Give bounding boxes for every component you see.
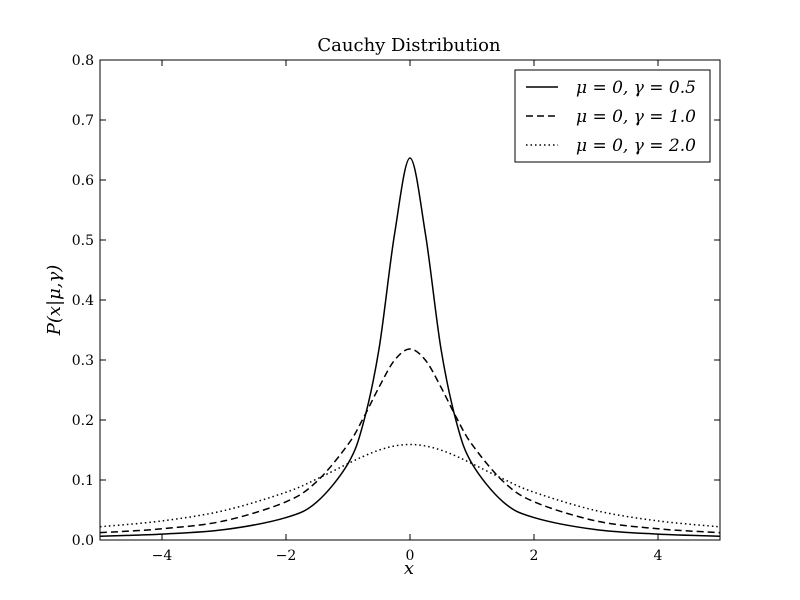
- series-line-dotted: [99, 443, 721, 528]
- y-tick-label: 0.6: [72, 173, 94, 189]
- x-tick-label: −2: [276, 548, 297, 564]
- plot-frame: [99, 59, 721, 541]
- legend-label-gamma-1-0: μ = 0, γ = 1.0: [576, 107, 696, 127]
- x-tick-label: −4: [152, 548, 173, 564]
- axis-tick-labels: −4 −2 0 2 4 0.0 0.1 0.2 0.3 0.4 0.5 0.6 0.7 0.8: [72, 53, 663, 564]
- y-tick-label: 0.0: [72, 533, 94, 549]
- y-tick-label: 0.4: [72, 293, 94, 309]
- series-line-solid: [99, 157, 721, 537]
- x-tick-label: 2: [530, 548, 539, 564]
- series-line-dashed: [99, 348, 721, 534]
- plot-curves: [99, 157, 721, 537]
- legend-box: [514, 69, 711, 163]
- x-axis-label: x: [404, 558, 414, 579]
- legend-label-gamma-2-0: μ = 0, γ = 2.0: [576, 136, 696, 156]
- chart-title: Cauchy Distribution: [317, 35, 501, 56]
- y-axis-label: P(x|μ,γ): [44, 265, 65, 337]
- legend: μ = 0, γ = 0.5 μ = 0, γ = 1.0 μ = 0, γ =…: [514, 69, 711, 163]
- y-tick-label: 0.1: [72, 473, 94, 489]
- legend-label-gamma-0-5: μ = 0, γ = 0.5: [576, 78, 696, 98]
- y-tick-label: 0.8: [72, 53, 94, 69]
- x-tick-label: 0: [406, 548, 415, 564]
- axis-ticks: [100, 59, 720, 541]
- y-tick-label: 0.3: [72, 353, 94, 369]
- y-tick-label: 0.7: [72, 113, 94, 129]
- y-tick-label: 0.2: [72, 413, 94, 429]
- x-tick-label: 4: [654, 548, 663, 564]
- y-tick-label: 0.5: [72, 233, 94, 249]
